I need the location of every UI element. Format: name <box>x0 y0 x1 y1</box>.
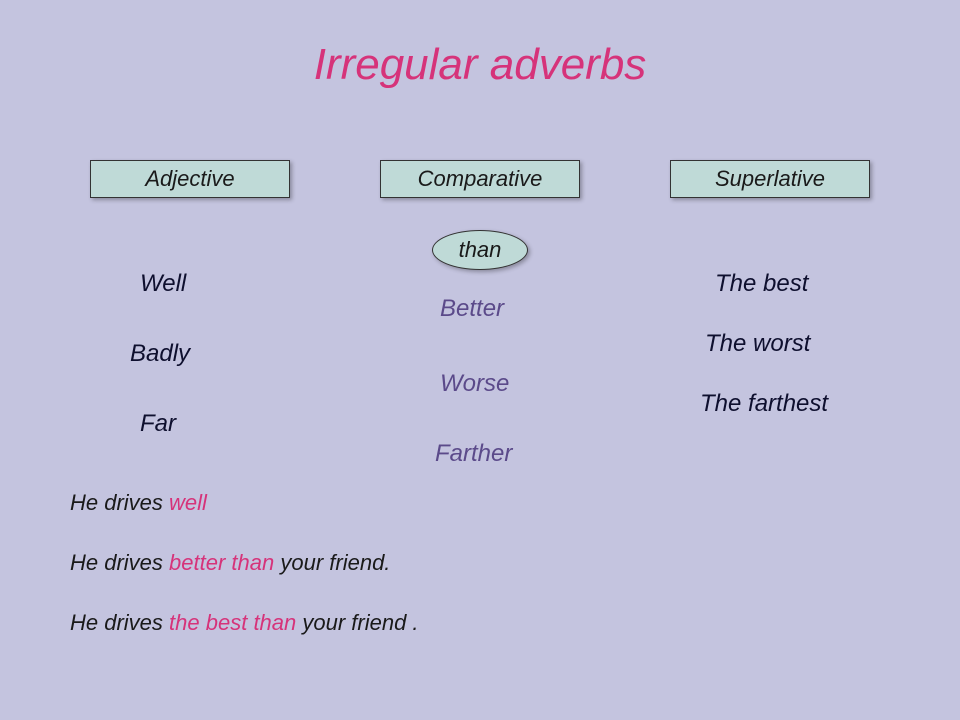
than-badge: than <box>432 230 528 270</box>
example-2-text-c: your friend. <box>280 550 390 575</box>
superlative-farthest: The farthest <box>700 390 828 418</box>
comparative-farther: Farther <box>435 440 512 468</box>
example-line-1: He drives well <box>70 490 207 516</box>
comparative-worse: Worse <box>440 370 509 398</box>
example-1-highlight: well <box>169 490 207 515</box>
superlative-best: The best <box>715 270 808 298</box>
column-header-adjective: Adjective <box>90 160 290 198</box>
column-header-superlative: Superlative <box>670 160 870 198</box>
column-header-comparative: Comparative <box>380 160 580 198</box>
adjective-far: Far <box>140 410 176 438</box>
example-2-text-a: He drives <box>70 550 169 575</box>
page-title: Irregular adverbs <box>0 40 960 90</box>
adjective-badly: Badly <box>130 340 190 368</box>
adjective-well: Well <box>140 270 186 298</box>
example-3-highlight: the best than <box>169 610 302 635</box>
example-line-3: He drives the best than your friend . <box>70 610 419 636</box>
example-3-text-a: He drives <box>70 610 169 635</box>
example-line-2: He drives better than your friend. <box>70 550 390 576</box>
superlative-worst: The worst <box>705 330 810 358</box>
example-1-text-a: He drives <box>70 490 169 515</box>
comparative-better: Better <box>440 295 504 323</box>
example-3-text-c: your friend . <box>302 610 418 635</box>
example-2-highlight: better than <box>169 550 280 575</box>
